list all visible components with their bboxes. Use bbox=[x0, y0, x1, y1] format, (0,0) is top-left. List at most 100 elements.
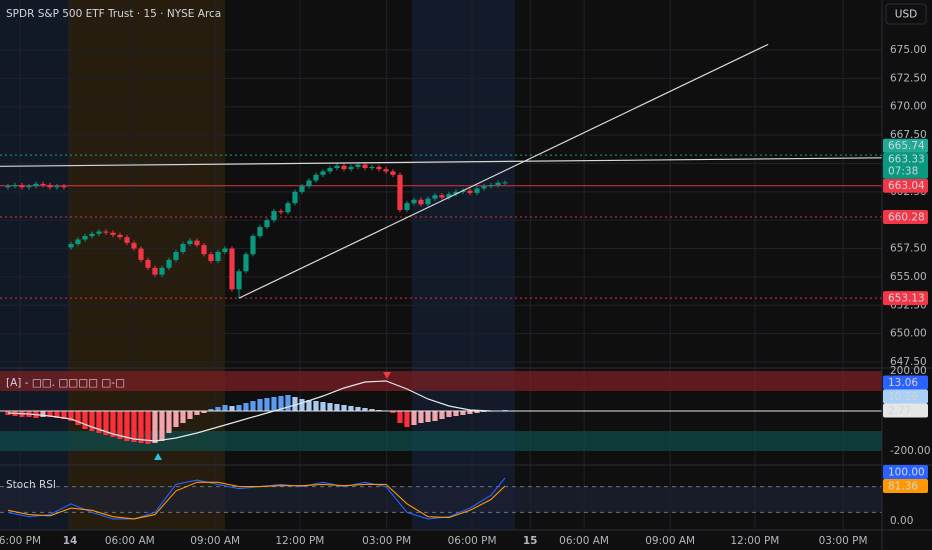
y-tick-label: 672.50 bbox=[890, 72, 927, 84]
price-tag-label: 663.04 bbox=[888, 180, 925, 192]
histogram-bar bbox=[418, 411, 424, 423]
band-fill bbox=[0, 486, 882, 513]
candle-body bbox=[257, 226, 263, 237]
candle-body bbox=[313, 174, 319, 181]
y-tick-label: 200.00 bbox=[890, 365, 927, 377]
candle-body bbox=[271, 211, 277, 221]
histogram-bar bbox=[75, 411, 81, 425]
histogram-bar bbox=[362, 408, 368, 411]
x-tick-label: 03:00 PM bbox=[819, 535, 868, 547]
histogram-bar bbox=[446, 411, 452, 417]
price-tag bbox=[883, 178, 928, 193]
x-tick-label: 15 bbox=[523, 535, 538, 547]
candle-body bbox=[110, 232, 116, 235]
histogram-bar bbox=[47, 411, 53, 417]
histogram-bar bbox=[334, 404, 340, 411]
histogram-bar bbox=[411, 411, 417, 425]
price-tag bbox=[883, 152, 928, 179]
price-tag bbox=[883, 375, 928, 390]
candle-body bbox=[194, 240, 200, 246]
price-tag-label: 10.29 bbox=[888, 391, 918, 403]
price-tag-label: 13.06 bbox=[888, 377, 918, 389]
x-tick-label: 12:00 PM bbox=[730, 535, 779, 547]
price-tag bbox=[883, 291, 928, 306]
candle-body bbox=[306, 180, 312, 187]
histogram-bar bbox=[194, 411, 200, 415]
histogram-bar bbox=[369, 409, 375, 411]
candle-body bbox=[159, 267, 165, 275]
candle-body bbox=[355, 164, 361, 167]
histogram-bar bbox=[313, 401, 319, 411]
candle-body bbox=[201, 245, 207, 255]
histogram-bar bbox=[285, 395, 291, 411]
candle-body bbox=[264, 220, 270, 227]
x-tick-label: 14 bbox=[63, 535, 78, 547]
candle-body bbox=[439, 195, 445, 198]
price-tag-label: 663.33 bbox=[888, 154, 925, 166]
currency-button[interactable] bbox=[885, 3, 927, 25]
y-tick-label: 670.00 bbox=[890, 101, 927, 113]
candle-body bbox=[75, 239, 81, 245]
candle-body bbox=[390, 171, 396, 175]
candle-body bbox=[488, 185, 494, 187]
histogram-bar bbox=[61, 411, 67, 419]
histogram-bar bbox=[257, 399, 263, 411]
stoch-line bbox=[7, 481, 506, 520]
candle-body bbox=[411, 199, 417, 204]
histogram-bar bbox=[208, 409, 214, 411]
y-tick-label: -200.00 bbox=[890, 445, 931, 457]
histogram-bar bbox=[425, 411, 431, 422]
candle-body bbox=[138, 248, 144, 260]
price-tag-label: 100.00 bbox=[888, 467, 925, 479]
candle-body bbox=[61, 186, 67, 188]
candle-body bbox=[208, 254, 214, 262]
candle-body bbox=[96, 231, 102, 234]
candle-body bbox=[299, 186, 305, 192]
histogram-bar bbox=[397, 411, 403, 423]
candle-body bbox=[124, 237, 130, 243]
macd-title: [A] - □□. □□□□ □-□ bbox=[6, 377, 125, 389]
histogram-bar bbox=[390, 411, 396, 413]
candle-body bbox=[502, 182, 508, 184]
y-tick-label: 667.50 bbox=[890, 129, 927, 141]
candle-body bbox=[68, 244, 74, 248]
candle-body bbox=[243, 254, 249, 272]
signal-marker bbox=[383, 372, 391, 379]
histogram-bar bbox=[404, 411, 410, 427]
candle-body bbox=[187, 240, 193, 245]
histogram-bar bbox=[131, 411, 137, 442]
candle-body bbox=[103, 231, 109, 233]
price-tag bbox=[883, 479, 928, 494]
candle-body bbox=[453, 191, 459, 195]
candle-body bbox=[89, 233, 95, 237]
candle-body bbox=[327, 168, 333, 172]
histogram-bar bbox=[467, 411, 473, 414]
y-tick-label: 647.50 bbox=[890, 356, 927, 368]
histogram-bar bbox=[278, 396, 284, 411]
candle-body bbox=[334, 165, 340, 169]
histogram-bar bbox=[103, 411, 109, 435]
x-tick-label: 06:00 AM bbox=[105, 535, 155, 547]
currency[interactable]: USD bbox=[895, 9, 917, 21]
candle-body bbox=[362, 164, 368, 169]
candle-body bbox=[26, 186, 32, 188]
trendline bbox=[0, 157, 883, 167]
signal-marker bbox=[154, 453, 162, 460]
x-tick-label: 12:00 PM bbox=[275, 535, 324, 547]
candle-body bbox=[432, 195, 438, 199]
histogram-bar bbox=[215, 407, 221, 411]
candle-body bbox=[5, 186, 11, 188]
candle-body bbox=[376, 166, 382, 170]
candle-body bbox=[425, 198, 431, 205]
histogram-bar bbox=[117, 411, 123, 439]
histogram-bar bbox=[299, 399, 305, 411]
candle-body bbox=[285, 203, 291, 213]
histogram-bar bbox=[432, 411, 438, 421]
candle-body bbox=[397, 174, 403, 210]
candle-body bbox=[180, 244, 186, 252]
marks bbox=[0, 43, 883, 520]
histogram-bar bbox=[5, 411, 11, 415]
candle-body bbox=[173, 251, 179, 260]
price-tag bbox=[883, 403, 928, 418]
candle-body bbox=[467, 190, 473, 193]
